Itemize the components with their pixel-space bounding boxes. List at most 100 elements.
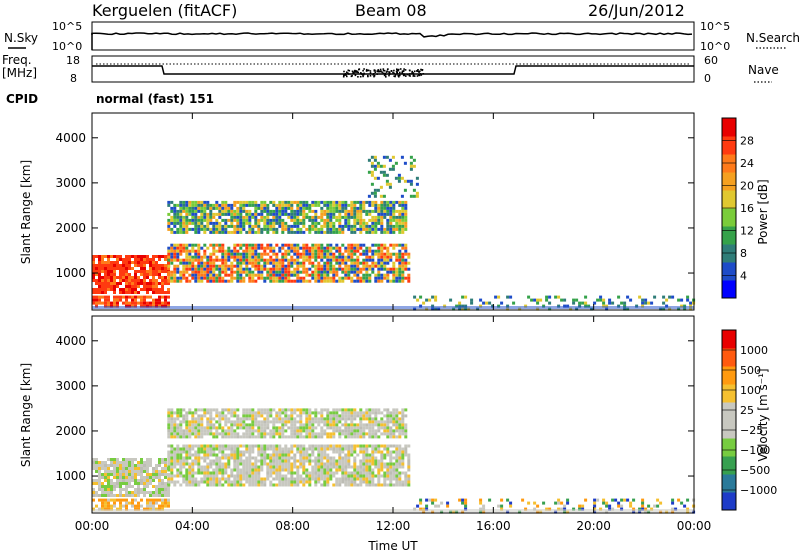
- power-cell: [104, 261, 107, 264]
- velocity-cell: [206, 423, 210, 427]
- velocity-cell: [389, 474, 393, 478]
- power-cell: [233, 230, 237, 234]
- velocity-cell: [305, 459, 309, 463]
- power-cell: [200, 203, 204, 207]
- velocity-cell: [371, 408, 375, 412]
- power-cell: [311, 246, 315, 250]
- velocity-cell: [227, 474, 231, 478]
- velocity-cell: [185, 420, 189, 424]
- power-cell: [359, 224, 363, 228]
- velocity-cell: [209, 480, 213, 484]
- velocity-cell: [632, 510, 636, 514]
- power-cell: [326, 264, 330, 268]
- velocity-cell: [287, 447, 291, 451]
- velocity-cell: [239, 480, 243, 484]
- velocity-cell: [398, 471, 402, 475]
- velocity-cell: [218, 426, 222, 430]
- power-cell: [308, 227, 312, 231]
- power-cell: [293, 243, 297, 247]
- velocity-cell: [158, 476, 161, 479]
- power-cell: [131, 267, 134, 270]
- power-cell: [314, 218, 318, 222]
- power-cell: [389, 206, 393, 210]
- power-cell: [191, 200, 195, 204]
- velocity-cell: [92, 467, 95, 470]
- velocity-cell: [392, 417, 396, 421]
- velocity-cell: [272, 408, 276, 412]
- velocity-cell: [344, 465, 348, 469]
- velocity-cell: [254, 417, 258, 421]
- velocity-cell: [401, 459, 405, 463]
- power-cell: [338, 230, 342, 234]
- velocity-cell: [248, 447, 252, 451]
- power-cell: [110, 288, 113, 291]
- velocity-cell: [230, 444, 234, 448]
- velocity-cell: [188, 456, 192, 460]
- power-cell: [314, 215, 318, 219]
- power-cell: [272, 224, 276, 228]
- velocity-cell: [275, 456, 279, 460]
- power-cell: [209, 279, 213, 283]
- power-cell: [350, 230, 354, 234]
- velocity-cell: [317, 432, 321, 436]
- power-cell: [326, 200, 330, 204]
- power-cell: [230, 267, 234, 271]
- power-cell: [185, 258, 189, 262]
- power-cell: [305, 200, 309, 204]
- power-cell: [212, 252, 216, 256]
- power-cell: [290, 230, 294, 234]
- power-cell: [131, 276, 134, 279]
- velocity-cell: [317, 459, 321, 463]
- velocity-cell: [356, 483, 360, 487]
- power-cell: [404, 224, 408, 228]
- velocity-cell: [260, 432, 264, 436]
- velocity-cell: [386, 429, 390, 433]
- power-cell: [215, 279, 219, 283]
- velocity-cell: [185, 471, 189, 475]
- power-cell: [272, 230, 276, 234]
- power-cell: [409, 179, 413, 183]
- velocity-cell: [377, 423, 381, 427]
- velocity-cell: [290, 423, 294, 427]
- velocity-cell: [320, 420, 324, 424]
- velocity-cell: [245, 423, 249, 427]
- power-cell: [323, 264, 327, 268]
- velocity-cell: [140, 482, 143, 485]
- power-cell: [122, 291, 125, 294]
- velocity-cell: [170, 429, 174, 433]
- power-cell: [203, 264, 207, 268]
- velocity-cell: [488, 498, 492, 502]
- power-cell: [332, 215, 336, 219]
- power-cell: [242, 252, 246, 256]
- power-cell: [371, 270, 375, 274]
- velocity-cell: [218, 432, 222, 436]
- power-cell: [662, 307, 666, 311]
- velocity-cell: [116, 498, 119, 502]
- velocity-cell: [389, 435, 393, 439]
- power-cell: [221, 212, 225, 216]
- power-cell: [200, 221, 204, 225]
- power-cell: [296, 224, 300, 228]
- velocity-cell: [113, 498, 116, 502]
- power-cell: [158, 255, 161, 258]
- velocity-cell: [554, 510, 558, 514]
- velocity-cell: [230, 471, 234, 475]
- power-cell: [185, 279, 189, 283]
- velocity-cell: [236, 477, 240, 481]
- velocity-cell: [323, 453, 327, 457]
- velocity-cell: [191, 471, 195, 475]
- velocity-cell: [215, 483, 219, 487]
- power-cell: [284, 243, 288, 247]
- velocity-cell: [119, 461, 122, 464]
- velocity-cell: [245, 465, 249, 469]
- velocity-cell: [338, 477, 342, 481]
- velocity-cell: [380, 453, 384, 457]
- velocity-cell: [293, 423, 297, 427]
- power-cell: [317, 203, 321, 207]
- power-cell: [314, 230, 318, 234]
- velocity-cell: [239, 474, 243, 478]
- power-cell: [119, 295, 122, 299]
- power-cell: [164, 255, 167, 258]
- velocity-cell: [578, 504, 582, 508]
- power-cell: [401, 264, 405, 268]
